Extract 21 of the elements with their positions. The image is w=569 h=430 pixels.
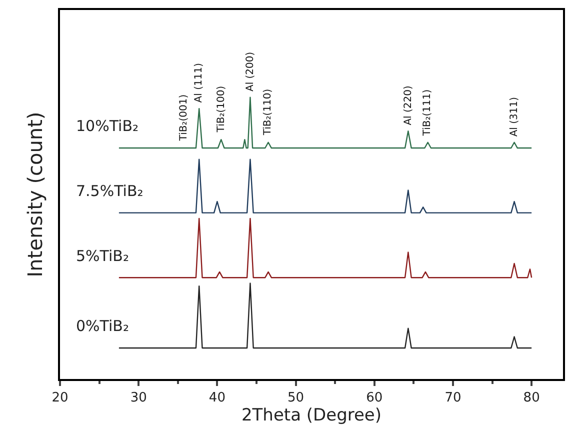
x-tick-label: 70 [444, 390, 462, 406]
annotation: TiB₂(111) [422, 89, 433, 137]
x-tick-label: 60 [366, 390, 383, 406]
annotation: TiB₂(110) [262, 88, 274, 136]
annotation: TiB₂(001) [178, 94, 190, 142]
x-tick-label: 40 [208, 390, 226, 406]
x-tick-label: 50 [288, 390, 304, 406]
series-label: 0%TiB₂ [76, 317, 129, 335]
annotation: Al (111) [194, 62, 205, 103]
x-axis-title: 2Theta (Degree) [241, 406, 382, 426]
x-tick-label: 20 [52, 390, 68, 406]
annotation: Al (220) [403, 86, 414, 126]
series-label: 7.5%TiB₂ [76, 182, 144, 200]
x-tick-label: 80 [523, 390, 540, 406]
series-label: 5%TiB₂ [76, 247, 129, 265]
series-label: 10%TiB₂ [76, 117, 139, 135]
annotation: Al (200) [244, 52, 256, 92]
annotation: Al (311) [508, 96, 520, 137]
x-tick-label: 30 [130, 390, 147, 406]
annotation: TiB₂(100) [216, 86, 228, 134]
y-axis-title: Intensity (count) [23, 112, 47, 278]
